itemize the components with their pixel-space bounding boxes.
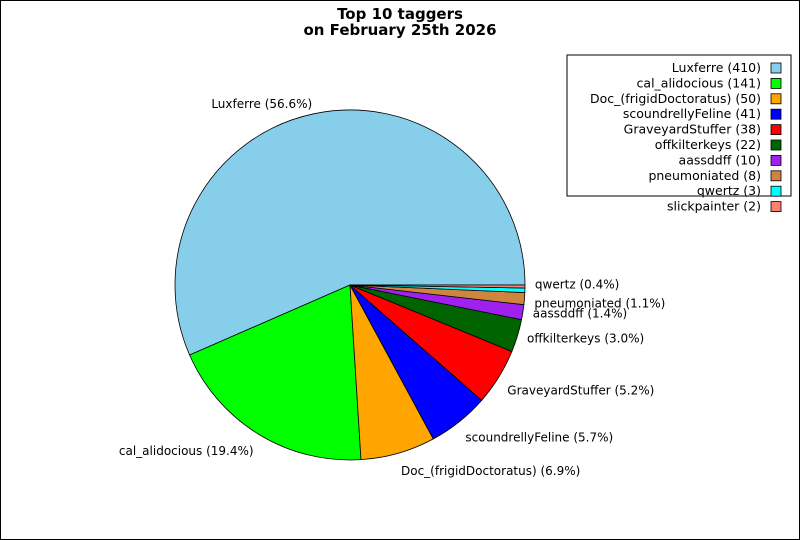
chart-subtitle: on February 25th 2026 bbox=[303, 21, 496, 39]
pie-slice-luxferre bbox=[174, 109, 526, 356]
slice-label: cal_alidocious (19.4%) bbox=[119, 444, 254, 458]
legend-entry-label: aassddff (10) bbox=[679, 152, 761, 167]
legend: Luxferre (410)cal_alidocious (141)Doc_(f… bbox=[566, 54, 792, 214]
pie-slices bbox=[174, 109, 526, 461]
legend-swatch bbox=[770, 170, 782, 182]
legend-swatch bbox=[770, 108, 782, 120]
legend-entry-label: cal_alidocious (141) bbox=[637, 75, 761, 90]
legend-entry-label: Luxferre (410) bbox=[672, 60, 761, 75]
legend-entry-label: Doc_(frigidDoctoratus) (50) bbox=[590, 91, 761, 106]
slice-labels: Luxferre (56.6%) cal_alidocious (19.4%) Do… bbox=[119, 97, 665, 478]
legend-box bbox=[566, 54, 792, 197]
legend-swatch bbox=[770, 139, 782, 151]
legend-swatch bbox=[770, 185, 782, 197]
slice-label: GraveyardStuffer (5.2%) bbox=[507, 383, 654, 397]
slice-label: qwertz (0.4%) bbox=[535, 278, 619, 292]
legend-entry-label: scoundrellyFeline (41) bbox=[623, 106, 761, 121]
legend-entry-label: slickpainter (2) bbox=[667, 199, 761, 214]
slice-label: pneumoniated (1.1%) bbox=[534, 296, 665, 310]
chart-title: Top 10 taggers bbox=[337, 5, 463, 23]
slice-label: aassddff (1.4%) bbox=[533, 307, 627, 321]
legend-swatch bbox=[770, 62, 782, 74]
slice-label: Doc_(frigidDoctoratus) (6.9%) bbox=[401, 464, 580, 478]
legend-entry-label: offkilterkeys (22) bbox=[655, 137, 761, 152]
legend-swatch bbox=[770, 201, 782, 213]
legend-entry-label: pneumoniated (8) bbox=[648, 168, 761, 183]
legend-swatch bbox=[770, 154, 782, 166]
pie-slice-slickpainter bbox=[349, 284, 526, 289]
legend-swatch bbox=[770, 93, 782, 105]
legend-swatch bbox=[770, 124, 782, 135]
slice-label: offkilterkeys (3.0%) bbox=[527, 332, 644, 346]
slice-label: Luxferre (56.6%) bbox=[211, 97, 312, 111]
legend-entry-label: qwertz (3) bbox=[697, 183, 761, 198]
legend-entry-label: GraveyardStuffer (38) bbox=[624, 122, 761, 137]
slice-label: scoundrellyFeline (5.7%) bbox=[465, 431, 613, 445]
pie-slice-cal-alidocious bbox=[189, 284, 362, 461]
legend-swatch bbox=[770, 78, 782, 89]
